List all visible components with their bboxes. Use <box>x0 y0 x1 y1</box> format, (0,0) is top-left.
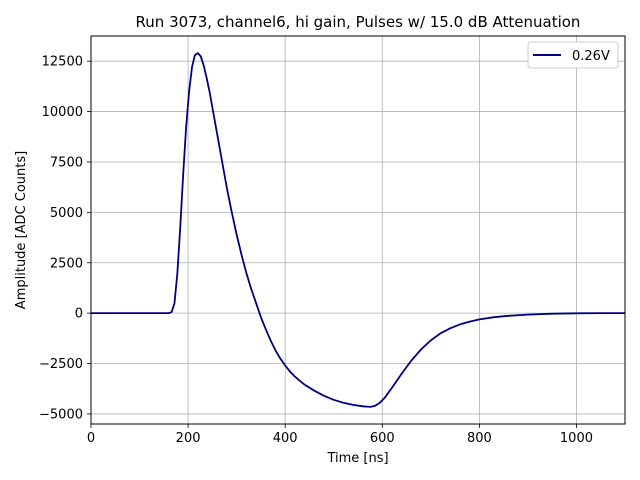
y-tick-label: 0 <box>75 307 83 322</box>
y-tick-label: 10000 <box>42 105 83 120</box>
series-line-0 <box>91 52 625 408</box>
grid <box>90 36 625 424</box>
legend-label: 0.26V <box>572 49 610 64</box>
series-layer <box>91 52 625 408</box>
axes-frame <box>90 35 626 425</box>
x-tick-label: 400 <box>273 431 298 446</box>
y-tick-label: −5000 <box>39 407 83 422</box>
legend-box <box>527 41 619 69</box>
x-axis-label: Time [ns] <box>326 451 388 466</box>
y-axis-label: Amplitude [ADC Counts] <box>14 151 29 309</box>
y-tick-label: 2500 <box>50 256 83 271</box>
y-axis: −5000 −2500 0 2500 5000 7500 10000 12500 <box>39 55 91 422</box>
chart-title: Run 3073, channel6, hi gain, Pulses w/ 1… <box>136 13 581 31</box>
x-tick-label: 200 <box>176 431 201 446</box>
y-tick-label: 7500 <box>50 155 83 170</box>
y-tick-label: 12500 <box>42 55 83 70</box>
y-tick-label: −2500 <box>39 357 83 372</box>
x-tick-label: 600 <box>370 431 395 446</box>
x-tick-label: 800 <box>467 431 492 446</box>
x-axis: 0 200 400 600 800 1000 <box>87 424 593 446</box>
x-tick-label: 0 <box>87 431 95 446</box>
x-tick-label: 1000 <box>560 431 593 446</box>
y-tick-label: 5000 <box>50 206 83 221</box>
legend: 0.26V <box>527 41 619 69</box>
